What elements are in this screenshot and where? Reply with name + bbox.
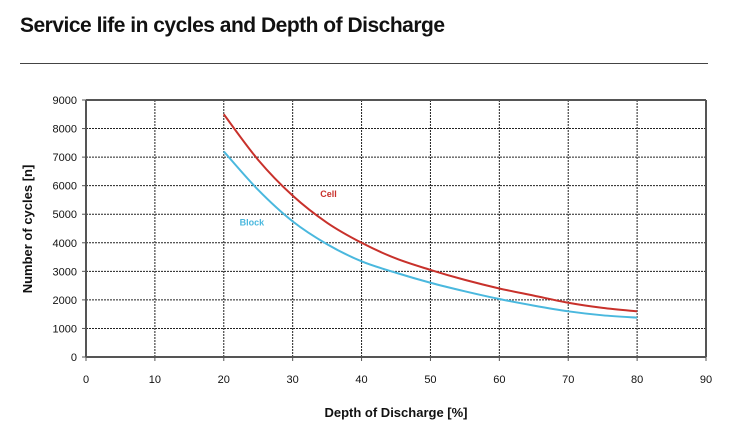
x-tick-label: 70 [562, 374, 574, 386]
grid [86, 99, 706, 357]
series-label-cell: Cell [320, 189, 337, 199]
x-tick-label: 0 [83, 374, 89, 386]
y-tick-label: 9000 [53, 95, 77, 107]
y-tick-label: 0 [71, 352, 77, 364]
x-tick-labels: 0 10 20 30 40 50 60 70 80 90 [83, 374, 712, 386]
series-lines [222, 113, 638, 319]
title-divider [20, 63, 708, 64]
series-line-block [223, 150, 638, 319]
y-tick-label: 7000 [53, 152, 77, 164]
y-tick-label: 6000 [53, 181, 77, 193]
series-label-block: Block [240, 218, 266, 228]
x-tick-label: 50 [424, 374, 436, 386]
x-tick-label: 80 [631, 374, 643, 386]
chart-title: Service life in cycles and Depth of Disc… [20, 14, 445, 37]
x-axis-label: Depth of Discharge [%] [324, 405, 467, 420]
x-tick-label: 30 [287, 374, 299, 386]
x-tick-label: 40 [355, 374, 367, 386]
y-tick-label: 2000 [53, 295, 77, 307]
y-axis-label: Number of cycles [n] [20, 165, 35, 294]
x-tick-label: 90 [700, 374, 712, 386]
y-tick-label: 1000 [53, 323, 77, 335]
y-tick-label: 4000 [53, 238, 77, 250]
series-annotations: Cell Block [240, 189, 337, 228]
x-tick-label: 60 [493, 374, 505, 386]
series-line-cell [222, 113, 638, 313]
x-tick-label: 10 [149, 374, 161, 386]
y-tick-labels: 0 1000 2000 3000 4000 5000 6000 7000 8000 9000 [53, 95, 77, 364]
plot-frame [82, 99, 707, 361]
y-tick-label: 5000 [53, 209, 77, 221]
y-tick-label: 3000 [53, 266, 77, 278]
x-tick-label: 20 [218, 374, 230, 386]
y-tick-label: 8000 [53, 124, 77, 136]
